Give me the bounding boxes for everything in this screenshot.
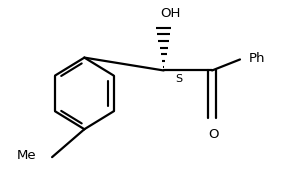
Text: O: O [208, 128, 219, 141]
Text: Me: Me [17, 149, 37, 162]
Text: S: S [176, 74, 183, 84]
Text: OH: OH [160, 7, 181, 20]
Text: Ph: Ph [249, 52, 265, 65]
